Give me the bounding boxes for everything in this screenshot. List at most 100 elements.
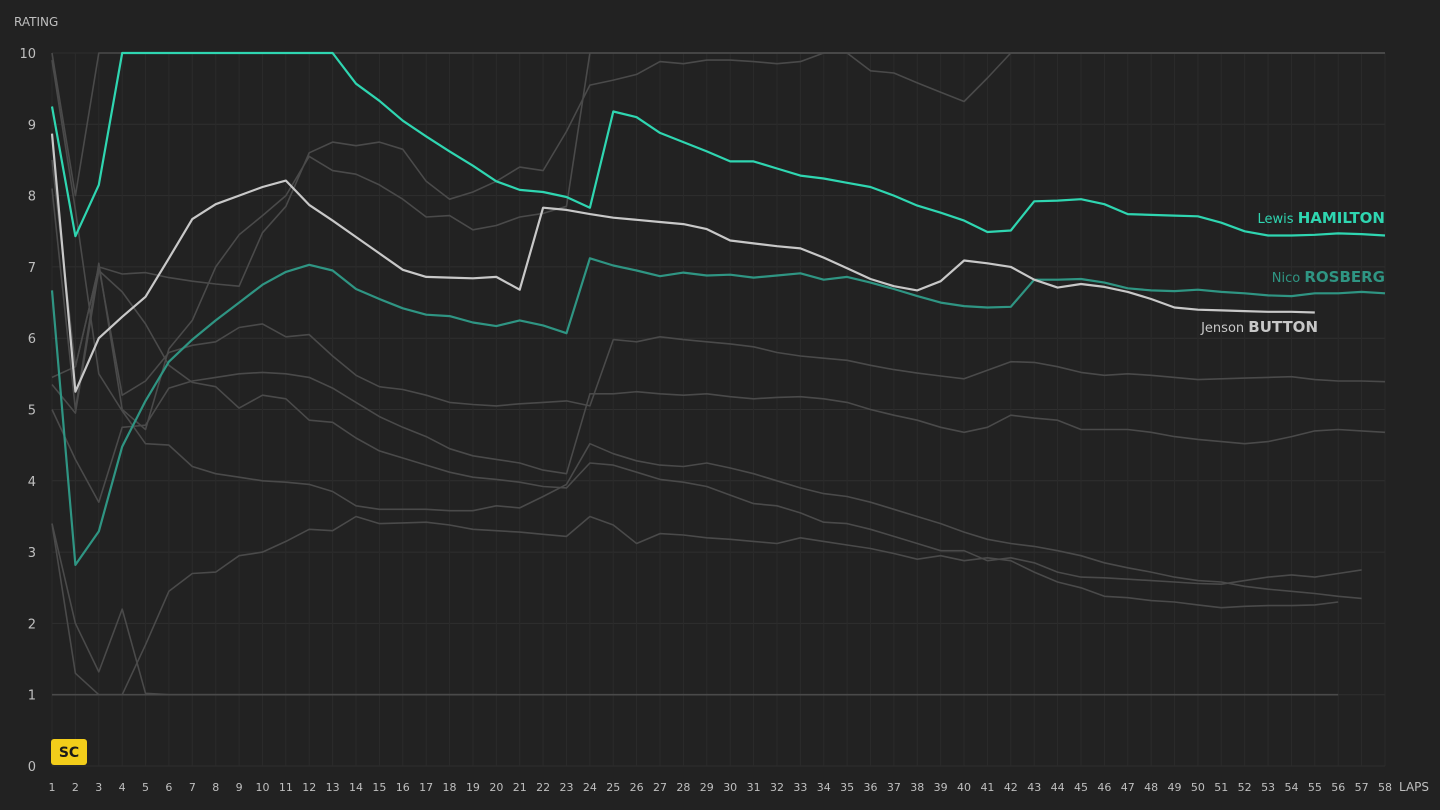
x-tick-label: 19 xyxy=(466,781,480,794)
other-driver-line xyxy=(51,515,1339,696)
y-tick-label: 6 xyxy=(28,332,36,347)
x-tick-label: 47 xyxy=(1121,781,1135,794)
x-tick-label: 5 xyxy=(142,781,149,794)
x-tick-label: 50 xyxy=(1191,781,1205,794)
x-tick-label: 3 xyxy=(95,781,102,794)
x-tick-label: 26 xyxy=(630,781,644,794)
x-tick-label: 8 xyxy=(212,781,219,794)
y-axis-label: RATING xyxy=(14,15,58,29)
hamilton-line xyxy=(50,51,1386,238)
other-driver-line xyxy=(51,371,1386,503)
x-tick-label: 57 xyxy=(1355,781,1369,794)
y-axis-ticks: 0 1 2 3 4 5 6 7 8 9 10 xyxy=(19,47,36,775)
y-tick-label: 2 xyxy=(28,617,36,632)
x-tick-label: 2 xyxy=(72,781,79,794)
rosberg-first-name: Nico xyxy=(1272,271,1305,286)
button-first-name: Jenson xyxy=(1200,321,1248,336)
highlighted-driver-series xyxy=(50,51,1386,566)
hamilton-last-name: HAMILTON xyxy=(1298,209,1385,227)
y-tick-label: 3 xyxy=(28,546,36,561)
x-tick-label: 42 xyxy=(1004,781,1018,794)
x-tick-label: 16 xyxy=(396,781,410,794)
x-tick-label: 46 xyxy=(1097,781,1111,794)
x-tick-label: 49 xyxy=(1168,781,1182,794)
button-line xyxy=(50,133,1315,393)
x-tick-label: 15 xyxy=(372,781,386,794)
x-tick-label: 40 xyxy=(957,781,971,794)
y-tick-label: 1 xyxy=(28,689,36,704)
x-tick-label: 6 xyxy=(165,781,172,794)
x-tick-label: 48 xyxy=(1144,781,1158,794)
y-tick-label: 7 xyxy=(28,261,36,276)
x-tick-label: 58 xyxy=(1378,781,1392,794)
x-tick-label: 33 xyxy=(793,781,807,794)
x-axis-ticks: 1 2 3 4 5 6 7 8 9 10 11 12 13 14 15 16 17 18 19 20 21 22 23 24 2… xyxy=(49,781,1393,794)
x-tick-label: 9 xyxy=(236,781,243,794)
other-driver-line xyxy=(51,269,1362,585)
x-tick-label: 54 xyxy=(1284,781,1298,794)
hamilton-label: Lewis HAMILTON xyxy=(1258,209,1385,227)
safety-car-flag xyxy=(51,739,87,765)
x-tick-label: 55 xyxy=(1308,781,1322,794)
x-tick-label: 45 xyxy=(1074,781,1088,794)
y-tick-label: 8 xyxy=(28,190,36,205)
x-tick-label: 53 xyxy=(1261,781,1275,794)
x-tick-label: 43 xyxy=(1027,781,1041,794)
x-tick-label: 21 xyxy=(513,781,527,794)
x-tick-label: 25 xyxy=(606,781,620,794)
x-tick-label: 37 xyxy=(887,781,901,794)
series-labels: Lewis HAMILTON Nico ROSBERG Jenson BUTTON xyxy=(1200,209,1385,336)
button-label: Jenson BUTTON xyxy=(1200,318,1318,336)
x-tick-label: 23 xyxy=(559,781,573,794)
other-driver-line xyxy=(51,266,1386,407)
x-tick-label: 30 xyxy=(723,781,737,794)
button-last-name: BUTTON xyxy=(1248,318,1318,336)
x-tick-label: 56 xyxy=(1331,781,1345,794)
x-tick-label: 36 xyxy=(864,781,878,794)
x-tick-label: 38 xyxy=(910,781,924,794)
x-tick-label: 51 xyxy=(1214,781,1228,794)
x-tick-label: 12 xyxy=(302,781,316,794)
y-tick-label: 0 xyxy=(28,760,36,775)
x-tick-label: 17 xyxy=(419,781,433,794)
x-tick-label: 39 xyxy=(934,781,948,794)
safety-car-label: SC xyxy=(59,745,79,761)
x-tick-label: 11 xyxy=(279,781,293,794)
safety-car-badge: SC xyxy=(51,739,87,765)
x-tick-label: 34 xyxy=(817,781,831,794)
x-tick-label: 14 xyxy=(349,781,363,794)
other-driver-line xyxy=(51,59,1362,600)
y-tick-label: 10 xyxy=(19,47,36,62)
x-tick-label: 20 xyxy=(489,781,503,794)
other-driver-line xyxy=(51,523,497,696)
rosberg-last-name: ROSBERG xyxy=(1304,268,1385,286)
x-tick-label: 35 xyxy=(840,781,854,794)
other-driver-series xyxy=(51,52,1386,696)
y-tick-label: 4 xyxy=(28,475,36,490)
x-tick-label: 52 xyxy=(1238,781,1252,794)
x-tick-label: 27 xyxy=(653,781,667,794)
y-tick-label: 5 xyxy=(28,404,36,419)
x-tick-label: 1 xyxy=(49,781,56,794)
x-tick-label: 10 xyxy=(255,781,269,794)
x-tick-label: 28 xyxy=(676,781,690,794)
rosberg-line xyxy=(50,257,1386,566)
x-tick-label: 13 xyxy=(326,781,340,794)
rosberg-label: Nico ROSBERG xyxy=(1272,268,1385,286)
x-tick-label: 41 xyxy=(980,781,994,794)
x-tick-label: 24 xyxy=(583,781,597,794)
y-tick-label: 9 xyxy=(28,118,36,133)
x-tick-label: 31 xyxy=(747,781,761,794)
x-axis-label: LAPS xyxy=(1399,780,1429,794)
other-driver-line xyxy=(51,52,1385,431)
x-tick-label: 29 xyxy=(700,781,714,794)
x-tick-label: 22 xyxy=(536,781,550,794)
hamilton-first-name: Lewis xyxy=(1258,212,1298,227)
x-tick-label: 18 xyxy=(443,781,457,794)
x-tick-label: 4 xyxy=(119,781,126,794)
x-tick-label: 32 xyxy=(770,781,784,794)
x-tick-label: 44 xyxy=(1051,781,1065,794)
x-tick-label: 7 xyxy=(189,781,196,794)
